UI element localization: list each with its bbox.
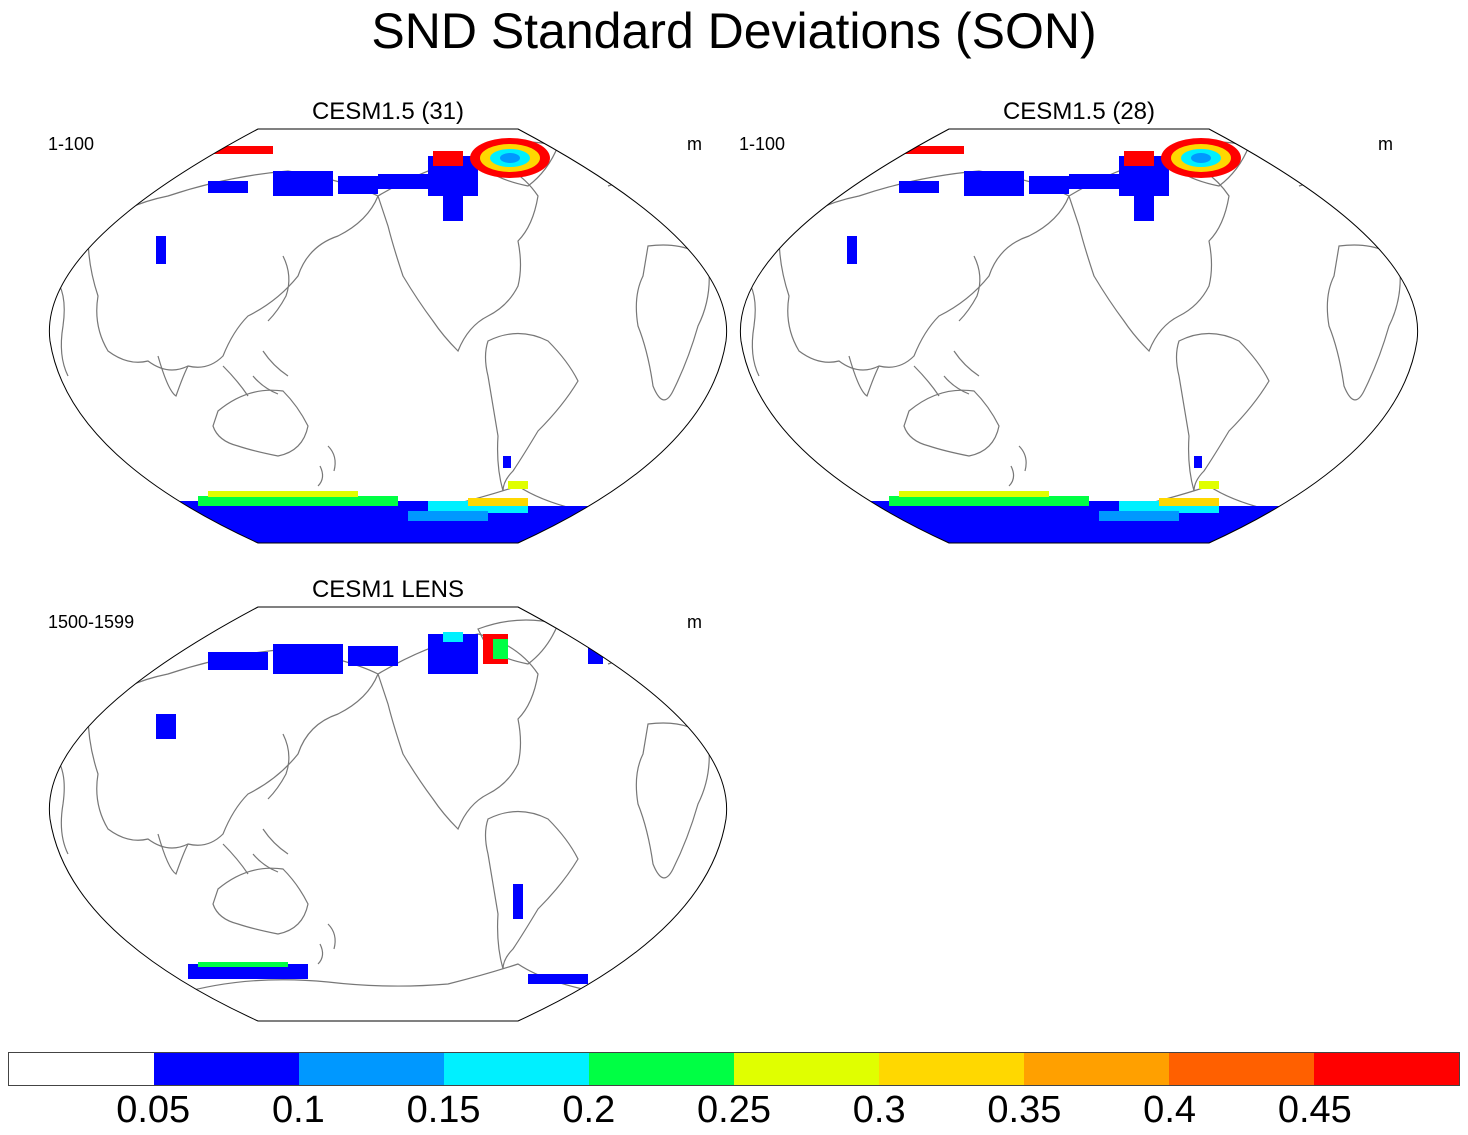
- snow-cell: [443, 186, 463, 221]
- panel-title: CESM1 LENS: [311, 576, 465, 603]
- panel-units-label: m: [687, 134, 702, 154]
- snow-cell: [889, 496, 1089, 506]
- snow-cell: [408, 511, 488, 521]
- asia-coast: [87, 170, 379, 371]
- snow-siberia: [273, 171, 333, 196]
- snow-cell: [513, 884, 523, 919]
- colorbar-tick-label: 0.35: [987, 1089, 1062, 1131]
- snow-cell: [1069, 174, 1129, 189]
- snow-cell: [508, 481, 528, 489]
- snow-cell: [1029, 176, 1069, 194]
- panel-years-label: 1500-1599: [48, 612, 135, 632]
- antarctica-coast: [177, 963, 609, 995]
- figure-title: SND Standard Deviations (SON): [371, 3, 1097, 59]
- colorbar-tick-label: 0.45: [1277, 1089, 1352, 1131]
- snow-cell: [348, 646, 398, 666]
- colorbar-swatch: [1024, 1053, 1169, 1085]
- africa-coast: [635, 722, 710, 879]
- snow-cell: [1194, 456, 1202, 468]
- colorbar-tick-label: 0.25: [697, 1089, 771, 1131]
- snow-antarctica-east: [188, 964, 308, 979]
- snow-cell: [213, 146, 273, 154]
- snow-cell: [468, 498, 528, 506]
- snow-cell: [1099, 511, 1179, 521]
- snow-cell: [198, 962, 288, 967]
- africa-coast: [1326, 244, 1401, 401]
- colorbar-tick-label: 0.2: [562, 1089, 616, 1131]
- asia-coast: [778, 170, 1070, 371]
- snow-cell: [208, 491, 358, 497]
- snow-cell: [156, 714, 176, 739]
- colorbar-tick-label: 0.3: [852, 1089, 906, 1131]
- snow-cell: [503, 456, 511, 468]
- snow-cell: [588, 639, 603, 664]
- colorbar-swatch: [299, 1053, 444, 1085]
- map-panel-cesm15-28: CESM1.5 (28) 1-100 m: [739, 98, 1419, 544]
- colorbar-swatch: [1169, 1053, 1314, 1085]
- snow-cell: [198, 496, 398, 506]
- snow-cell: [904, 146, 964, 154]
- colorbar-swatch: [444, 1053, 589, 1085]
- map-panel-cesm1-lens: CESM1 LENS 1500-1599 m: [48, 576, 728, 1022]
- colorbar-swatch: [9, 1053, 154, 1085]
- snow-antarctica-west: [528, 974, 588, 984]
- snow-siberia: [964, 171, 1024, 196]
- world-map: [739, 128, 1419, 544]
- snow-siberia: [273, 644, 343, 674]
- panel-years-label: 1-100: [48, 134, 95, 154]
- colorbar-swatch: [589, 1053, 734, 1085]
- map-content: [743, 138, 1401, 543]
- snow-cell: [1159, 498, 1219, 506]
- snow-cell: [338, 176, 378, 194]
- snow-cell: [1124, 151, 1154, 166]
- snow-cell: [899, 491, 1049, 497]
- panel-units-label: m: [687, 612, 702, 632]
- snow-cell: [208, 652, 268, 670]
- map-content: [52, 138, 710, 543]
- snow-cell: [899, 181, 939, 193]
- panel-title: CESM1.5 (31): [311, 98, 465, 125]
- panel-years-label: 1-100: [739, 134, 786, 154]
- africa-coast: [635, 244, 710, 401]
- snow-cell: [433, 151, 463, 166]
- south-america-coast: [484, 810, 579, 970]
- map-border: [739, 128, 1419, 544]
- south-america-coast: [1175, 332, 1270, 492]
- colorbar-tick-label: 0.15: [406, 1089, 481, 1131]
- australia-coast: [903, 389, 1000, 457]
- panel-title: CESM1.5 (28): [1002, 98, 1156, 125]
- colorbar-tick-label: 0.4: [1143, 1089, 1197, 1131]
- map-panel-cesm15-31: CESM1.5 (31) 1-100 m: [48, 98, 728, 544]
- colorbar: [8, 1052, 1460, 1086]
- colorbar-swatch: [1314, 1053, 1459, 1085]
- snow-cell: [1199, 481, 1219, 489]
- snow-cell: [378, 174, 438, 189]
- world-map: [48, 606, 728, 1022]
- south-america-coast: [484, 332, 579, 492]
- world-map: [48, 128, 728, 544]
- snow-cell: [443, 632, 463, 642]
- australia-coast: [212, 389, 309, 457]
- asia-coast: [87, 648, 379, 849]
- map-border: [48, 128, 728, 544]
- snow-cell: [208, 181, 248, 193]
- colorbar-swatch: [734, 1053, 879, 1085]
- snow-cell: [847, 236, 857, 264]
- colorbar-tick-label: 0.05: [116, 1089, 191, 1131]
- map-border: [48, 606, 728, 1022]
- snow-cell: [156, 236, 166, 264]
- colorbar-swatch: [154, 1053, 299, 1085]
- map-content: [52, 619, 710, 995]
- colorbar-tick-label: 0.1: [271, 1089, 325, 1131]
- panel-units-label: m: [1378, 134, 1393, 154]
- colorbar-swatch: [879, 1053, 1024, 1085]
- snow-cell: [493, 639, 508, 659]
- australia-coast: [212, 867, 309, 935]
- snow-cell: [1134, 186, 1154, 221]
